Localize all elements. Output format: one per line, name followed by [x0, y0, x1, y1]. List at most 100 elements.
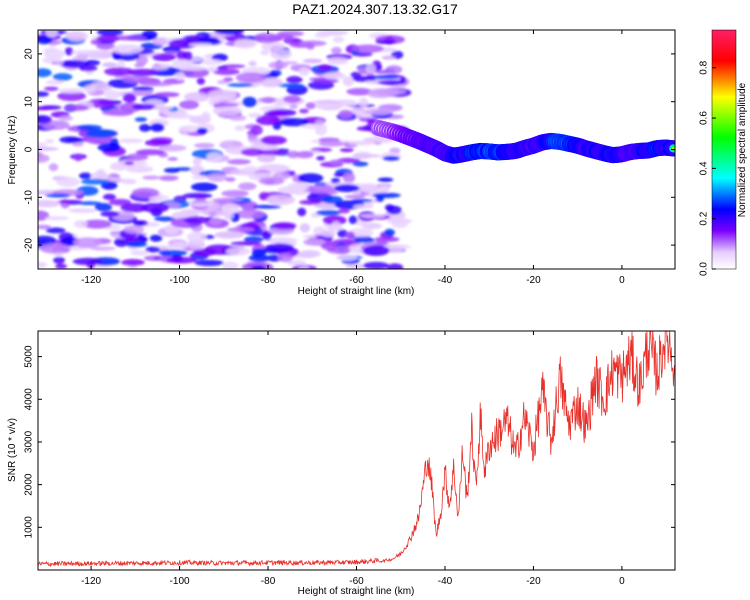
snr-ylabel: SNR (10 * v/v)	[7, 418, 18, 482]
noise-blob	[314, 32, 330, 38]
noise-blob	[154, 216, 177, 222]
noise-blob	[38, 262, 47, 268]
noise-blob	[191, 202, 212, 208]
noise-blob	[198, 36, 219, 43]
noise-blob	[58, 115, 73, 121]
noise-blob	[158, 249, 188, 257]
noise-blob	[43, 48, 58, 52]
noise-blob	[260, 135, 287, 145]
noise-blob	[214, 30, 245, 35]
noise-blob	[221, 140, 234, 147]
noise-blob	[351, 154, 382, 158]
noise-blob	[139, 124, 152, 132]
noise-blob	[126, 165, 154, 173]
noise-blob	[38, 146, 59, 151]
snr-x-axis: -120 -100 -80 -60 -40 -20 0	[81, 331, 625, 587]
y-tick-label: 3000	[24, 430, 35, 453]
noise-blob	[58, 88, 85, 94]
snr-xlabel: Height of straight line (km)	[298, 586, 415, 597]
noise-blob	[384, 204, 395, 211]
noise-blob	[277, 83, 304, 88]
noise-blob	[191, 182, 218, 192]
noise-blob	[73, 153, 83, 162]
y-tick-label: 1000	[24, 516, 35, 539]
noise-blob	[44, 216, 69, 221]
noise-blob	[201, 111, 211, 122]
noise-blob	[348, 215, 358, 225]
noise-blob	[84, 84, 97, 94]
noise-blob	[321, 195, 343, 204]
noise-blob	[382, 155, 400, 161]
noise-blob	[192, 157, 202, 166]
noise-blob	[353, 204, 374, 210]
noise-blob	[125, 241, 148, 248]
noise-blob	[365, 63, 377, 74]
noise-blob	[270, 49, 292, 60]
noise-blob	[150, 123, 165, 132]
colorbar-tick-label: 0.0	[699, 262, 710, 276]
noise-blob	[84, 59, 101, 66]
noise-blob	[305, 184, 337, 194]
noise-blob	[66, 137, 87, 143]
noise-blob	[78, 172, 92, 180]
snr-panel: -120 -100 -80 -60 -40 -20 0 1000 2000 3000 4000 50…	[7, 330, 676, 597]
noise-blob	[351, 44, 384, 53]
noise-blob	[142, 175, 161, 180]
noise-blob	[287, 182, 310, 191]
noise-blob	[206, 152, 223, 162]
noise-blob	[252, 204, 282, 209]
noise-blob	[122, 75, 152, 84]
noise-blob	[377, 177, 394, 183]
noise-blob	[45, 193, 71, 198]
noise-blob	[39, 243, 70, 254]
noise-blob	[283, 95, 302, 103]
noise-blob	[191, 175, 209, 180]
x-tick-label: -20	[526, 576, 541, 587]
noise-blob	[223, 77, 234, 82]
noise-blob	[194, 142, 215, 149]
noise-blob	[256, 153, 276, 163]
y-tick-label: -20	[24, 237, 35, 252]
noise-blob	[211, 198, 244, 202]
noise-blob	[73, 237, 102, 248]
noise-blob	[330, 178, 341, 184]
noise-blob	[381, 55, 396, 60]
noise-blob	[295, 151, 314, 159]
noise-blob	[394, 84, 406, 89]
spectrogram-xlabel: Height of straight line (km)	[298, 286, 415, 297]
noise-blob	[67, 208, 97, 213]
noise-blob	[344, 231, 355, 239]
noise-blob	[104, 89, 120, 100]
noise-blob	[171, 241, 189, 250]
noise-blob	[102, 62, 118, 68]
noise-blob	[174, 71, 186, 81]
noise-blob	[76, 124, 103, 131]
noise-blob	[90, 39, 102, 45]
noise-blob	[176, 50, 188, 61]
noise-blob	[321, 229, 336, 238]
noise-blob	[298, 249, 321, 258]
noise-blob	[334, 184, 360, 193]
noise-blob	[94, 203, 113, 212]
noise-blob	[227, 227, 255, 233]
noise-blob	[207, 66, 218, 73]
noise-blob	[376, 237, 388, 245]
y-tick-label: 20	[24, 48, 35, 60]
noise-blob	[251, 265, 266, 269]
noise-blob	[59, 60, 90, 69]
noise-blob	[151, 64, 169, 71]
noise-blob	[186, 231, 207, 243]
noise-blob	[322, 215, 347, 226]
noise-blob	[272, 222, 297, 230]
noise-blob	[256, 149, 289, 156]
noise-blob	[164, 224, 180, 235]
noise-blob	[248, 112, 262, 118]
noise-blob	[81, 219, 112, 229]
noise-blob	[158, 144, 187, 152]
noise-blob	[299, 223, 311, 233]
noise-blob	[207, 173, 228, 182]
noise-blob	[152, 37, 170, 46]
noise-blob	[120, 203, 148, 213]
noise-blob	[315, 209, 341, 216]
